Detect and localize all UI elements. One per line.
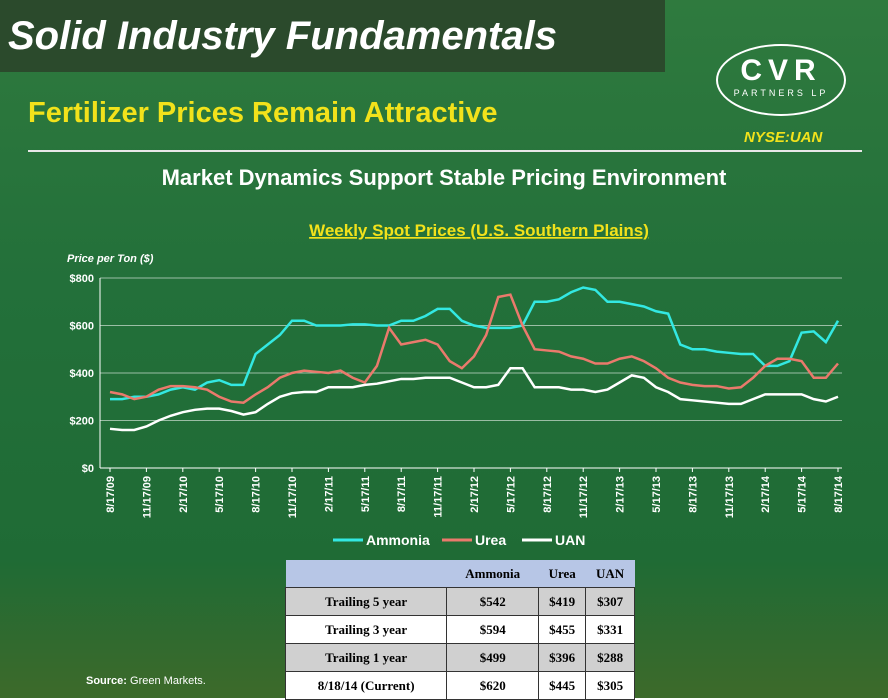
y-tick-label: $800 (70, 273, 94, 285)
x-tick-label: 8/17/12 (542, 476, 554, 513)
line-series (109, 367, 839, 432)
table-row: Trailing 1 year $499 $396 $288 (284, 643, 635, 672)
x-tick-label: 2/17/13 (615, 476, 627, 513)
source-label: Source: (86, 675, 127, 687)
table-cell: $594 (446, 615, 540, 644)
x-tick-label: 8/17/11 (396, 476, 408, 512)
x-tick-label: 11/17/11 (433, 476, 445, 518)
source-text: Green Markets. (130, 675, 206, 687)
table-cell: $499 (446, 643, 540, 672)
logo-sub: PARTNERS LP (733, 88, 829, 98)
table-cell: 8/18/14 (Current) (284, 671, 448, 700)
table-cell: $455 (538, 615, 587, 644)
table-cell: $288 (585, 643, 635, 672)
col-header: Urea (538, 560, 586, 588)
legend-label: UAN (555, 532, 585, 548)
x-tick-label: 11/17/09 (141, 476, 153, 518)
table-row: Trailing 3 year $594 $455 $331 (284, 615, 635, 644)
x-tick-label: 11/17/13 (724, 476, 736, 518)
logo: CVR PARTNERS LP (716, 44, 846, 116)
table-cell: $445 (538, 671, 587, 700)
legend-label: Urea (475, 532, 506, 548)
y-axis-label: Price per Ton ($) (67, 253, 154, 265)
table-cell: Trailing 3 year (284, 615, 448, 644)
source: Source: Green Markets. (86, 675, 206, 687)
summary-table: Ammonia Urea UAN Trailing 5 year $542 $419 $3… (284, 560, 635, 700)
y-tick-label: $400 (70, 368, 94, 380)
rule (28, 150, 862, 152)
line-series (110, 286, 840, 401)
logo-text: CVR (740, 54, 822, 87)
x-tick-label: 11/17/12 (578, 476, 590, 518)
table-row: 8/18/14 (Current) $620 $445 $305 (284, 671, 635, 700)
subtitle: Market Dynamics Support Stable Pricing E… (161, 165, 727, 190)
heading: Fertilizer Prices Remain Attractive (28, 97, 498, 129)
table-corner (285, 560, 447, 588)
table-cell: $620 (446, 671, 540, 700)
x-tick-label: 8/17/13 (687, 476, 699, 513)
legend-label: Ammonia (366, 532, 430, 548)
x-tick-label: 2/17/12 (469, 476, 481, 513)
ticker: NYSE:UAN (744, 129, 823, 146)
x-tick-label: 2/17/14 (760, 475, 772, 513)
y-tick-label: $0 (82, 463, 94, 475)
table-cell: $396 (538, 643, 587, 672)
chart-title: Weekly Spot Prices (U.S. Southern Plains… (309, 221, 649, 240)
col-header: UAN (585, 560, 635, 588)
x-tick-label: 2/17/11 (323, 476, 335, 512)
x-tick-label: 8/17/10 (251, 476, 263, 513)
table-cell: Trailing 1 year (284, 643, 448, 672)
table-cell: $307 (585, 587, 635, 616)
table-row: Trailing 5 year $542 $419 $307 (284, 587, 635, 616)
y-tick-label: $200 (70, 416, 94, 428)
x-tick-label: 5/17/13 (651, 476, 663, 513)
table-cell: $305 (585, 671, 635, 700)
x-tick-label: 5/17/14 (797, 475, 809, 513)
table-cell: Trailing 5 year (284, 587, 448, 616)
table-cell: $419 (538, 587, 587, 616)
x-tick-label: 5/17/12 (505, 476, 517, 513)
x-tick-label: 5/17/11 (360, 476, 372, 512)
x-tick-label: 8/17/09 (105, 476, 117, 513)
line-series (109, 293, 839, 404)
x-tick-label: 5/17/10 (214, 476, 226, 513)
x-tick-label: 11/17/10 (287, 476, 299, 518)
y-tick-label: $600 (70, 321, 94, 333)
x-tick-label: 2/17/10 (178, 476, 190, 513)
banner: Solid Industry Fundamentals (0, 0, 665, 72)
x-tick-label: 8/17/14 (833, 475, 845, 513)
col-header: Ammonia (446, 560, 539, 588)
table-cell: $331 (585, 615, 635, 644)
table-cell: $542 (446, 587, 540, 616)
